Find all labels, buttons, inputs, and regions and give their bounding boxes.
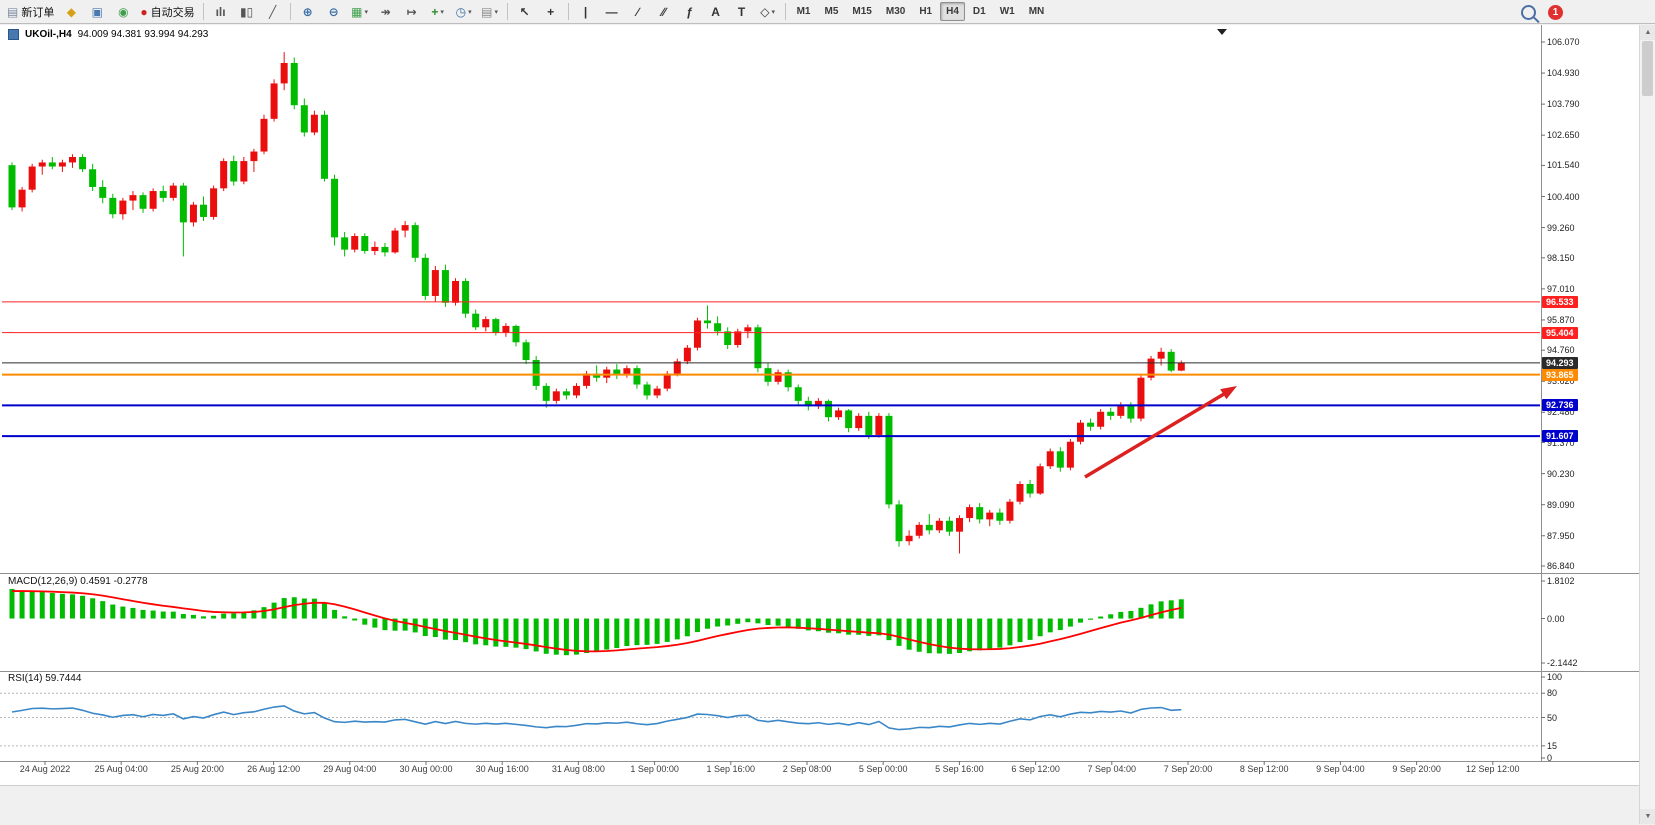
text-icon: A <box>711 4 720 19</box>
text-icon[interactable]: A <box>703 1 729 23</box>
toolbar-separator <box>784 3 786 20</box>
cursor-icon[interactable]: ↖ <box>512 1 538 23</box>
timeframe-H1[interactable]: H1 <box>919 6 933 17</box>
text-label-icon: T <box>737 4 746 19</box>
crosshair-icon[interactable]: + <box>538 1 564 23</box>
scrollbar-thumb[interactable] <box>1642 41 1653 96</box>
timeframe-M1[interactable]: M1 <box>796 6 811 17</box>
chart-frame <box>0 25 1655 762</box>
market-watch-icon: ◆ <box>66 4 76 19</box>
auto-trading-button-label: 自动交易 <box>150 6 195 19</box>
trendline-icon: ∕ <box>636 4 639 19</box>
vertical-line-icon: | <box>583 4 588 19</box>
toolbar-separator <box>289 3 291 20</box>
new-chart-icon[interactable]: ▦ ▾ <box>347 1 373 23</box>
notification-badge[interactable]: 1 <box>1548 4 1563 20</box>
zoom-in-icon[interactable]: ⊕ <box>295 1 321 23</box>
market-watch-icon[interactable]: ◆ <box>58 1 84 23</box>
templates-icon: ▤ <box>481 4 493 19</box>
fibonacci-icon: ƒ <box>686 4 693 19</box>
cursor-icon: ↖ <box>519 4 530 19</box>
trendline-icon[interactable]: ∕ <box>625 1 651 23</box>
terminal-icon[interactable]: ◉ <box>110 1 136 23</box>
chart-shift-icon[interactable]: ↦ <box>399 1 425 23</box>
new-order-button-label: 新订单 <box>21 6 55 19</box>
navigator-icon[interactable]: ▣ <box>84 1 110 23</box>
line-chart-icon[interactable]: ╱ <box>260 1 286 23</box>
auto-trading-icon: ● <box>140 4 148 19</box>
main-toolbar: ▤ 新订单 ◆ ▣ ◉ ● 自动交易 ılı ▮▯ ╱ ⊕ ⊖ ▦ ▾ ↠ ↦ + ▾ ◷ ▾ ▤ ▾ ↖ + | — ∕ ∕∕ ƒ A T… <box>0 0 1655 24</box>
toolbar-items: ▤ 新订单 ◆ ▣ ◉ ● 自动交易 ılı ▮▯ ╱ ⊕ ⊖ ▦ ▾ ↠ ↦ + ▾ ◷ ▾ ▤ ▾ ↖ + | — ∕ ∕∕ ƒ A T… <box>3 1 1051 23</box>
channel-icon: ∕∕ <box>661 4 666 19</box>
zoom-out-icon[interactable]: ⊖ <box>321 1 347 23</box>
terminal-icon: ◉ <box>118 4 129 19</box>
indicators-icon: + <box>431 4 439 19</box>
chevron-down-icon: ▾ <box>771 8 775 16</box>
search-icon[interactable] <box>1521 4 1536 20</box>
candlesticks <box>8 52 1185 554</box>
auto-trading-button[interactable]: ● 自动交易 <box>136 1 198 23</box>
timeframe-M15[interactable]: M15 <box>852 6 872 17</box>
toolbar-right: 1 <box>1521 0 1563 24</box>
navigator-icon: ▣ <box>91 4 104 19</box>
candlestick-chart-icon: ▮▯ <box>239 4 254 19</box>
timeframe-MN[interactable]: MN <box>1028 6 1045 17</box>
templates-icon[interactable]: ▤ ▾ <box>477 1 503 23</box>
auto-scroll-icon: ↠ <box>380 4 391 19</box>
chart-window: UKOil-,H4 94.009 94.381 93.994 94.293 MA… <box>0 25 1655 825</box>
text-label-icon[interactable]: T <box>729 1 755 23</box>
channel-icon[interactable]: ∕∕ <box>651 1 677 23</box>
zoom-in-icon: ⊕ <box>302 4 313 19</box>
periods-icon: ◷ <box>455 4 467 19</box>
timeframe-W1[interactable]: W1 <box>999 6 1015 17</box>
chevron-down-icon: ▾ <box>494 8 499 16</box>
price-axis[interactable] <box>1541 25 1639 761</box>
vertical-line-icon[interactable]: | <box>573 1 599 23</box>
zoom-out-icon: ⊖ <box>328 4 339 19</box>
crosshair-icon: + <box>547 4 555 19</box>
trend-arrow-annotation <box>1084 386 1237 479</box>
chevron-down-icon: ▾ <box>468 8 472 16</box>
vertical-scrollbar[interactable]: ▲ ▼ <box>1639 25 1655 824</box>
rsi-level-lines <box>0 692 1540 747</box>
fibonacci-icon[interactable]: ƒ <box>677 1 703 23</box>
arrow-tools-icon: ◇ <box>760 4 770 19</box>
new-order-button[interactable]: ▤ 新订单 <box>3 1 58 23</box>
timeframe-H4[interactable]: H4 <box>940 2 965 21</box>
horizontal-line-icon[interactable]: — <box>599 1 625 23</box>
indicators-icon[interactable]: + ▾ <box>425 1 451 23</box>
toolbar-separator <box>567 3 569 20</box>
scrollbar-down-icon[interactable]: ▼ <box>1640 809 1655 824</box>
line-chart-icon: ╱ <box>268 4 277 19</box>
chevron-down-icon: ▾ <box>440 8 444 16</box>
new-chart-icon: ▦ <box>351 4 363 19</box>
timeframe-D1[interactable]: D1 <box>972 6 986 17</box>
chevron-down-icon: ▾ <box>364 8 369 16</box>
horizontal-line-icon: — <box>605 4 618 19</box>
chart-canvas[interactable] <box>0 25 1655 824</box>
toolbar-separator <box>506 3 508 20</box>
time-axis[interactable] <box>0 761 1540 781</box>
macd-signal-line <box>11 590 1182 653</box>
arrow-tools-icon[interactable]: ◇ ▾ <box>755 1 781 23</box>
periods-icon[interactable]: ◷ ▾ <box>451 1 477 23</box>
chart-shift-icon: ↦ <box>406 4 417 19</box>
scrollbar-up-icon[interactable]: ▲ <box>1640 25 1655 40</box>
macd-histogram <box>9 588 1184 656</box>
new-order-icon: ▤ <box>7 4 19 19</box>
chart-shift-marker-icon <box>1217 29 1227 35</box>
rsi-line <box>11 705 1182 731</box>
status-strip <box>0 785 1655 825</box>
toolbar-separator <box>202 3 204 20</box>
bar-chart-icon: ılı <box>215 4 226 19</box>
axis-ticks <box>44 41 1545 765</box>
timeframe-M30[interactable]: M30 <box>885 6 906 17</box>
auto-scroll-icon[interactable]: ↠ <box>373 1 399 23</box>
timeframe-M5[interactable]: M5 <box>824 6 839 17</box>
candlestick-chart-icon[interactable]: ▮▯ <box>234 1 260 23</box>
bar-chart-icon[interactable]: ılı <box>208 1 234 23</box>
horizontal-level-lines <box>2 301 1540 438</box>
